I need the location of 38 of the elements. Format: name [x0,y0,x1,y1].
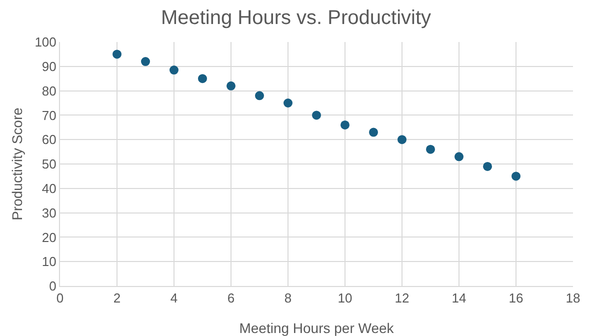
y-tick-label: 40 [42,180,56,196]
x-tick-label: 12 [394,290,410,306]
y-tick-label: 0 [49,278,56,294]
x-tick-label: 16 [508,290,524,306]
point [369,128,378,137]
x-tick-label: 10 [338,290,352,306]
point [483,162,492,171]
x-axis-title: Meeting Hours per Week [239,320,395,336]
y-tick-label: 70 [42,108,56,123]
x-tick-label: 14 [452,290,466,306]
chart-title: Meeting Hours vs. Productivity [160,7,432,30]
y-tick-label: 50 [42,156,56,172]
y-tick-label: 80 [42,83,56,98]
point [340,120,350,130]
point [398,135,406,144]
y-axis-title: Productivity Score [9,107,25,220]
point [255,91,264,100]
y-tick-label: 10 [42,254,56,270]
point [454,152,464,162]
x-tick-label: 4 [170,290,178,306]
x-tick-label: 18 [566,290,580,306]
x-tick-label: 6 [227,290,235,306]
y-tick-label: 90 [42,58,56,74]
x-tick-label: 2 [113,290,121,306]
point [198,74,207,84]
x-tick-label: 8 [284,290,292,306]
point [170,66,178,75]
point [141,57,150,66]
point [426,144,435,154]
point [512,172,520,181]
y-tick-label: 60 [42,132,56,148]
y-tick-label: 100 [34,34,56,50]
point [112,50,122,59]
y-tick-label: 30 [42,205,56,220]
point [226,81,236,90]
point [312,110,321,120]
point [284,98,292,108]
y-tick-label: 20 [42,230,56,245]
